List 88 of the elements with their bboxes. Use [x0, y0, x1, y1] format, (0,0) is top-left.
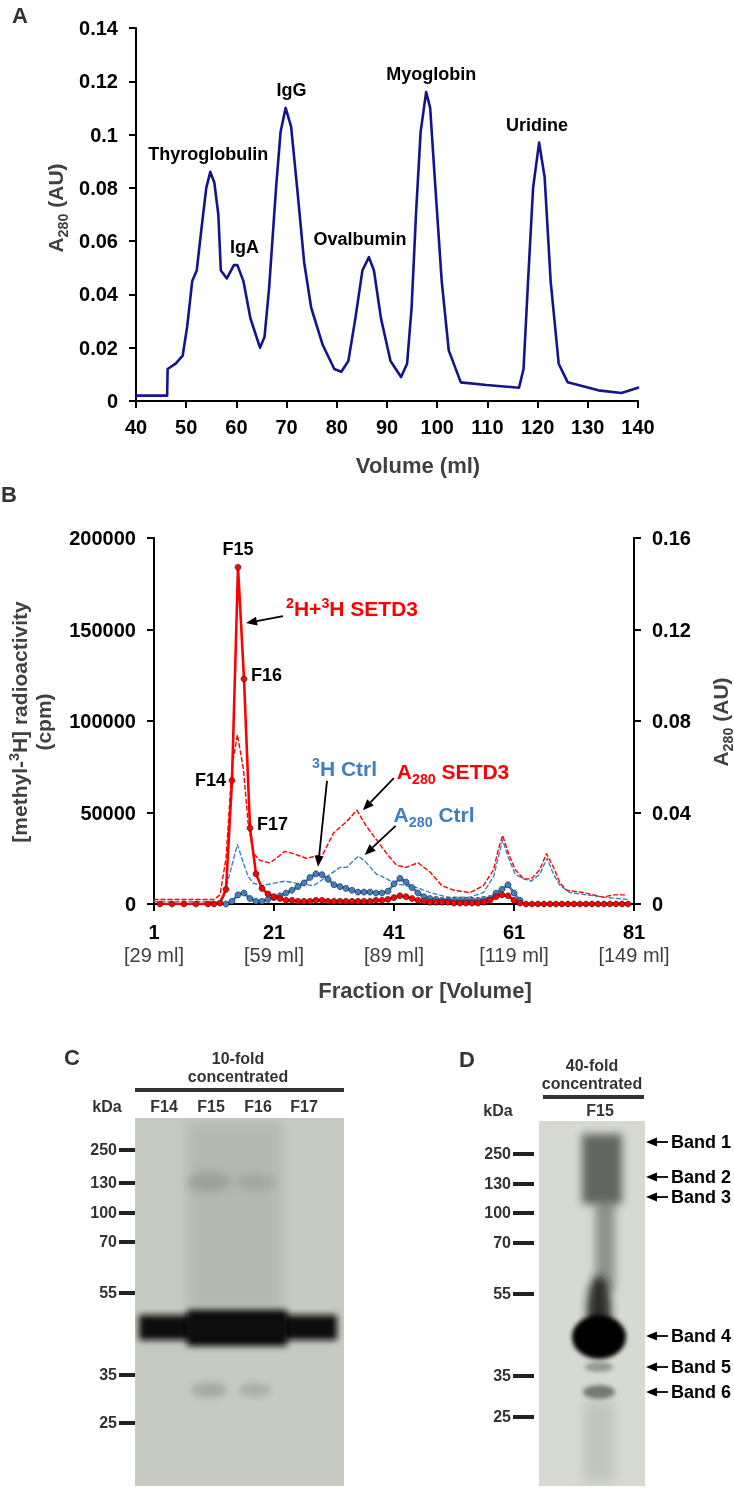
x2-tick-label: [149 ml]: [598, 943, 670, 966]
y-tick-label: 0.02: [79, 336, 118, 359]
x-tick-label: 110: [471, 415, 504, 438]
text: 130: [90, 1173, 117, 1193]
category-label: F17: [290, 1097, 318, 1117]
text: 100: [90, 1203, 117, 1223]
x-tick-label: 70: [275, 415, 298, 438]
y-tick-label: 0: [124, 893, 136, 915]
annotation: F14: [194, 770, 226, 791]
x-tick-label: 40: [124, 415, 148, 438]
y-tick-label: 0.1: [90, 123, 118, 146]
text: 55: [99, 1283, 117, 1303]
y-tick-label: 150000: [69, 618, 136, 641]
annotation: Thyroglobulin: [148, 144, 269, 165]
text: $^{3}$H Ctrl: [312, 754, 378, 781]
x-tick-label: 81: [622, 920, 646, 943]
text: kDa: [92, 1097, 122, 1117]
y2-tick-label: 0.12: [652, 618, 691, 641]
x-tick-label: 50: [175, 415, 198, 438]
text: A$_{280}$ SETD3: [396, 760, 510, 788]
x-tick-label: 41: [382, 920, 406, 943]
x-tick-label: 100: [420, 415, 454, 438]
text: 55: [493, 1284, 511, 1304]
text: 70: [493, 1233, 511, 1253]
y2-tick-label: 0: [652, 893, 664, 915]
y-tick-label: 50000: [80, 801, 136, 824]
series-label: A$_{280}$ Ctrl: [393, 802, 475, 831]
y-tick-label: 0.04: [79, 283, 119, 306]
text: Band 5: [671, 1357, 732, 1377]
annotation: Myoglobin: [386, 64, 477, 85]
y-tick-label: 0.08: [79, 176, 118, 199]
x-tick-label: 140: [621, 415, 655, 438]
x-tick-label: 21: [262, 920, 286, 943]
text: 100: [484, 1203, 511, 1223]
x-tick-label: 1: [148, 920, 160, 943]
y-tick-label: 0.06: [79, 230, 118, 253]
annotation: IgA: [229, 237, 259, 259]
x2-tick-label: [89 ml]: [363, 943, 425, 966]
text: 25: [99, 1413, 117, 1433]
y-tick-label: 0.12: [79, 70, 118, 93]
text: Band 1: [671, 1132, 732, 1152]
text: D: [459, 1047, 475, 1073]
text: Band 6: [671, 1382, 732, 1402]
y-tick-label: 100000: [69, 710, 136, 732]
y2-tick-label: 0.04: [652, 801, 692, 824]
text: 35: [493, 1366, 511, 1386]
y-tick-label: 0: [106, 390, 118, 412]
y2-tick-label: 0.16: [652, 527, 691, 549]
category-label: F15: [197, 1097, 225, 1117]
x2-tick-label: [59 ml]: [243, 943, 305, 966]
text: 250: [90, 1140, 117, 1160]
y-tick-label: 200000: [69, 527, 136, 549]
x-axis-title: Volume (ml): [355, 453, 481, 479]
text: 70: [99, 1232, 117, 1252]
x-tick-label: 60: [225, 415, 248, 438]
text: 10-fold concentrated: [186, 1049, 290, 1087]
text: Band 4: [671, 1326, 732, 1346]
text: $^{2}$H+$^{3}$H SETD3: [286, 595, 418, 622]
annotation: IgG: [276, 80, 307, 101]
annotation: F17: [257, 813, 289, 835]
annotation: F16: [251, 664, 283, 686]
text: kDa: [483, 1101, 513, 1121]
annotation: Ovalbumin: [313, 229, 407, 251]
x-tick-label: 61: [502, 920, 526, 943]
x-axis-title: Fraction or [Volume]: [318, 978, 532, 1004]
x-tick-label: 80: [325, 415, 348, 438]
text: C: [64, 1045, 80, 1071]
chart-title: B: [1, 482, 17, 508]
chart-title: A: [12, 3, 28, 29]
text: 250: [484, 1144, 511, 1164]
text: Band 3: [671, 1187, 732, 1207]
y-tick-label: 0.14: [79, 17, 119, 39]
text: 130: [484, 1174, 511, 1194]
text: 35: [99, 1365, 117, 1385]
x-tick-label: 130: [571, 415, 605, 438]
category-label: F16: [244, 1097, 272, 1117]
x2-tick-label: [119 ml]: [479, 943, 549, 966]
text: 25: [493, 1407, 511, 1427]
x-tick-label: 90: [375, 415, 399, 438]
text: Band 2: [671, 1167, 732, 1187]
y2-tick-label: 0.08: [652, 710, 691, 732]
x2-tick-label: [29 ml]: [123, 943, 185, 966]
annotation: F15: [222, 539, 254, 561]
annotation: Uridine: [506, 114, 569, 136]
x-tick-label: 120: [520, 415, 555, 438]
text: 40-fold concentrated: [540, 1056, 644, 1094]
category-label: F14: [150, 1097, 178, 1117]
category-label: F15: [586, 1101, 614, 1121]
